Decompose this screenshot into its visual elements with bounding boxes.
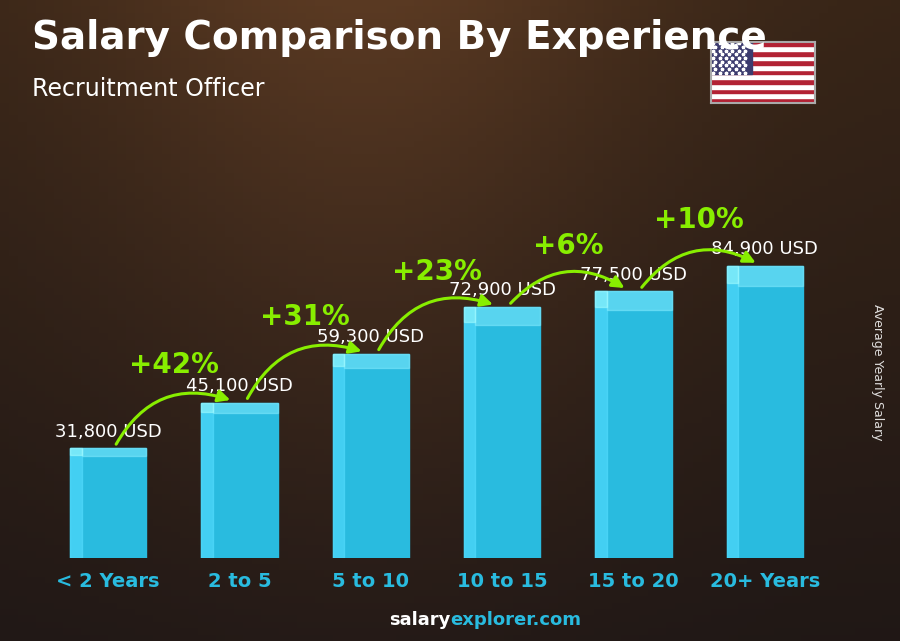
Text: +42%: +42% — [129, 351, 219, 379]
Bar — [711, 79, 814, 84]
Text: +6%: +6% — [533, 232, 603, 260]
Bar — [344, 354, 409, 368]
Bar — [82, 448, 147, 456]
Bar — [711, 74, 814, 79]
Text: 84,900 USD: 84,900 USD — [711, 240, 818, 258]
Bar — [333, 354, 409, 558]
Bar — [202, 403, 277, 558]
Bar — [711, 88, 814, 93]
Bar — [333, 354, 344, 558]
Bar — [213, 403, 277, 413]
Bar — [202, 403, 213, 558]
Bar — [596, 291, 607, 307]
Bar — [596, 291, 607, 558]
Text: 31,800 USD: 31,800 USD — [55, 423, 162, 441]
Bar — [711, 46, 814, 51]
Text: Average Yearly Salary: Average Yearly Salary — [871, 304, 884, 440]
Text: Salary Comparison By Experience: Salary Comparison By Experience — [32, 19, 766, 57]
Text: salary: salary — [389, 612, 450, 629]
Bar — [711, 84, 814, 88]
Bar — [711, 60, 814, 65]
Text: +23%: +23% — [392, 258, 482, 286]
Bar — [464, 307, 475, 558]
Bar — [475, 307, 540, 324]
Text: 59,300 USD: 59,300 USD — [318, 328, 424, 346]
Text: 45,100 USD: 45,100 USD — [186, 377, 293, 395]
Bar — [711, 56, 814, 60]
Bar — [738, 266, 803, 287]
Bar — [711, 70, 814, 74]
Bar — [464, 307, 475, 322]
Bar — [202, 403, 213, 412]
Text: 72,900 USD: 72,900 USD — [449, 281, 555, 299]
Bar — [70, 448, 82, 455]
Text: +31%: +31% — [260, 303, 350, 331]
Text: +10%: +10% — [654, 206, 744, 235]
Bar — [607, 291, 671, 310]
Bar — [711, 42, 752, 74]
Bar — [711, 42, 814, 46]
Bar — [596, 291, 671, 558]
Bar — [70, 448, 147, 558]
Bar — [711, 93, 814, 98]
Bar — [726, 266, 803, 558]
Bar — [726, 266, 738, 283]
Text: explorer.com: explorer.com — [450, 612, 581, 629]
Bar — [70, 448, 82, 558]
Bar — [711, 65, 814, 70]
Bar — [726, 266, 738, 558]
Bar — [333, 354, 344, 366]
Bar — [464, 307, 540, 558]
Bar — [711, 51, 814, 56]
Text: 77,500 USD: 77,500 USD — [580, 265, 687, 284]
Text: Recruitment Officer: Recruitment Officer — [32, 77, 264, 101]
Bar — [711, 98, 814, 103]
